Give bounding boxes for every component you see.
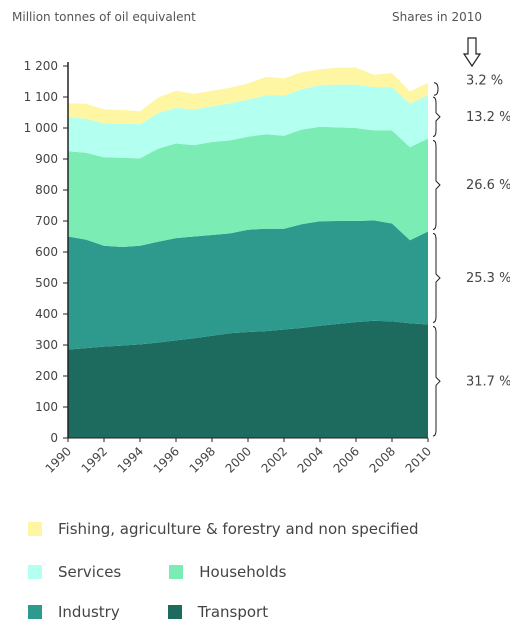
- y-tick-label: 500: [35, 276, 58, 290]
- x-tick-label: 2002: [259, 444, 290, 475]
- area-services: [68, 84, 428, 159]
- stacked-area-chart: 0 100 200 300 400 500 600 700 800 900 1 000 1 100 1 …: [24, 37, 510, 476]
- x-tick-label: 1990: [43, 444, 74, 475]
- y-tick-label: 1 200: [24, 59, 58, 73]
- legend-label: Transport: [197, 603, 269, 621]
- legend-label: Households: [199, 563, 287, 581]
- legend-label: Fishing, agriculture & forestry and non …: [58, 520, 419, 538]
- y-tick-label: 900: [35, 152, 58, 166]
- y-tick-label: 0: [50, 431, 58, 445]
- y-tick-label: 800: [35, 183, 58, 197]
- legend-item: Fishing, agriculture & forestry and non …: [28, 520, 419, 538]
- share-label: 25.3 %: [466, 271, 510, 286]
- shares-title: Shares in 2010: [392, 10, 482, 24]
- x-tick-label: 2010: [403, 444, 434, 475]
- x-tick-label: 2004: [295, 444, 326, 475]
- share-bracket: [432, 326, 441, 437]
- legend-row: Fishing, agriculture & forestry and non …: [28, 520, 419, 538]
- area-transport: [68, 320, 428, 438]
- y-tick-label: 600: [35, 245, 58, 259]
- share-bracket: [432, 96, 441, 138]
- share-label: 26.6 %: [466, 178, 510, 193]
- area-households: [68, 126, 428, 247]
- legend-swatch: [28, 565, 42, 579]
- y-axis-title: Million tonnes of oil equivalent: [12, 10, 196, 24]
- share-label: 3.2 %: [466, 74, 503, 89]
- legend-item: Services: [28, 563, 121, 581]
- legend-item: Transport: [167, 603, 269, 621]
- legend-item: Households: [169, 563, 286, 581]
- legend-swatch: [167, 605, 182, 619]
- y-tick-label: 100: [35, 400, 58, 414]
- x-tick-label: 1996: [151, 444, 182, 475]
- area-fishing-agriculture-forestry-and-non-specified: [68, 67, 428, 125]
- legend-item: Industry: [28, 603, 120, 621]
- y-tick-label: 1 000: [24, 121, 58, 135]
- x-tick-label: 1992: [79, 444, 110, 475]
- y-tick-label: 700: [35, 214, 58, 228]
- legend-swatch: [28, 522, 42, 536]
- x-tick-label: 1998: [187, 444, 218, 475]
- share-bracket: [432, 140, 441, 231]
- legend-row: Industry Transport: [28, 603, 268, 621]
- share-bracket: [432, 233, 441, 324]
- x-tick-label: 1994: [115, 444, 146, 475]
- y-tick-label: 400: [35, 307, 58, 321]
- x-tick-label: 2008: [367, 444, 398, 475]
- x-tick-label: 2000: [223, 444, 254, 475]
- y-tick-label: 200: [35, 369, 58, 383]
- area-industry: [68, 220, 428, 350]
- legend-label: Services: [58, 563, 122, 581]
- down-arrow-icon: [462, 37, 482, 68]
- legend-label: Industry: [58, 603, 120, 621]
- legend-swatch: [28, 605, 42, 619]
- legend-row: Services Households: [28, 563, 286, 581]
- share-bracket: [433, 82, 439, 96]
- legend-swatch: [169, 565, 184, 579]
- y-tick-label: 1 100: [24, 90, 58, 104]
- share-label: 13.2 %: [466, 110, 510, 125]
- x-tick-label: 2006: [331, 444, 362, 475]
- share-label: 31.7 %: [466, 374, 510, 389]
- y-tick-label: 300: [35, 338, 58, 352]
